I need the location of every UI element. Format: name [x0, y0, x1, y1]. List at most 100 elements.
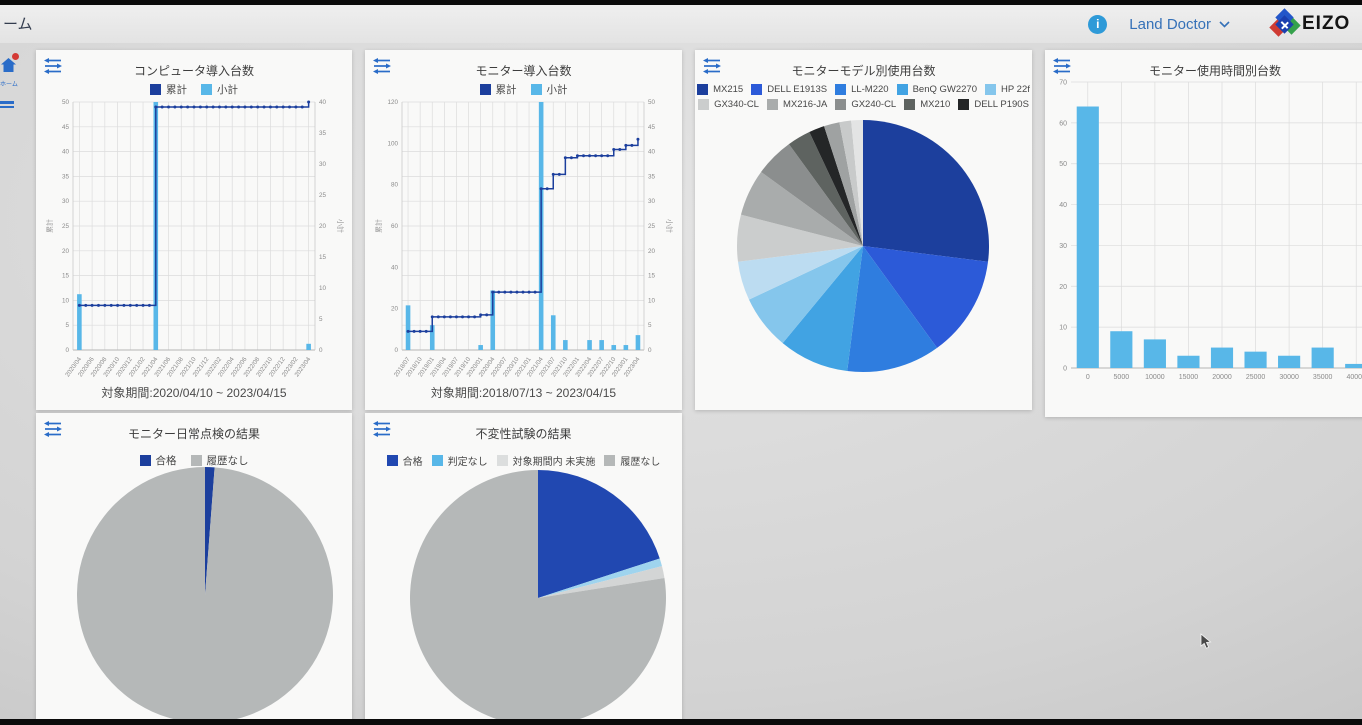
legend-item[interactable]: BenQ GW2270 [896, 84, 977, 95]
legend-item[interactable]: 小計 [530, 82, 568, 97]
legend-label: 判定なし [447, 457, 488, 468]
legend-swatch [904, 99, 916, 110]
svg-text:50: 50 [648, 99, 656, 106]
sidebar: ホーム [0, 43, 32, 719]
chart-canvas [737, 120, 989, 372]
svg-text:40: 40 [648, 149, 656, 156]
legend-item[interactable]: 累計 [479, 82, 517, 97]
screen: ーム i Land Doctor EIZO [0, 5, 1362, 719]
legend-item[interactable]: 合格 [139, 453, 177, 468]
chart-canvas: 0 5 10 15 20 25 30 35 40 45 50 0 5 10 15 20 25 30 35 40 累計 小計… [45, 99, 345, 378]
svg-text:80: 80 [391, 182, 399, 189]
chart-canvas: 0 10 20 30 40 50 60 70 0 5000 10000 15000 20000 25000… [1059, 80, 1362, 381]
svg-text:40: 40 [62, 149, 70, 156]
svg-text:40: 40 [1059, 202, 1067, 209]
legend-item[interactable]: 履歴なし [190, 453, 249, 468]
svg-text:30: 30 [1059, 243, 1067, 250]
svg-text:0: 0 [648, 347, 652, 354]
account-menu[interactable]: Land Doctor [1129, 16, 1230, 33]
svg-text:100: 100 [387, 140, 398, 147]
legend-swatch [150, 84, 161, 95]
list-icon [0, 101, 32, 108]
legend-swatch [751, 84, 763, 95]
svg-text:0: 0 [394, 347, 398, 354]
legend-item[interactable]: MX210 [904, 99, 950, 110]
legend-item[interactable]: MX215 [697, 84, 743, 95]
svg-text:5: 5 [319, 316, 323, 323]
chart-legend: MX215 DELL E1913S LL-M220 BenQ GW2270 HP 22f… [695, 84, 1032, 110]
chart-canvas [77, 467, 333, 719]
legend-item[interactable]: MX216-JA [766, 99, 827, 110]
chart-card-constancy-test: 不変性試験の結果 合格 判定なし 対象期間内 未実施 履歴なし [365, 413, 682, 719]
legend-swatch [201, 84, 212, 95]
notification-badge [12, 53, 19, 60]
legend-item[interactable]: 合格 [386, 453, 423, 468]
sidebar-item-home-label: ホーム [0, 82, 18, 88]
legend-item[interactable]: 累計 [150, 82, 187, 97]
sidebar-item-list[interactable] [0, 99, 32, 110]
svg-text:10: 10 [319, 285, 327, 292]
legend-item[interactable]: 対象期間内 未実施 [496, 453, 595, 468]
filter-icon[interactable] [373, 421, 391, 437]
filter-icon[interactable] [703, 58, 721, 74]
legend-label: 小計 [546, 84, 568, 96]
filter-icon[interactable] [373, 58, 391, 74]
legend-swatch [190, 455, 202, 466]
legend-item[interactable]: GX340-CL [698, 99, 759, 110]
svg-text:60: 60 [391, 223, 399, 230]
account-label: Land Doctor [1129, 15, 1211, 33]
svg-text:20: 20 [1059, 284, 1067, 291]
chart-period: 対象期間:2018/07/13 ~ 2023/04/15 [430, 386, 617, 400]
chart-legend: 累計 小計 [36, 82, 352, 97]
svg-text:30: 30 [648, 198, 656, 205]
legend-swatch [835, 99, 847, 110]
svg-text:15000: 15000 [1179, 374, 1199, 381]
filter-icon[interactable] [1053, 58, 1071, 74]
svg-text:10: 10 [648, 297, 656, 304]
chart-legend: 合格 判定なし 対象期間内 未実施 履歴なし [365, 453, 682, 468]
chart-title: モニターモデル別使用台数 [791, 64, 936, 78]
legend-swatch [479, 84, 491, 95]
svg-text:15: 15 [319, 254, 327, 261]
topbar-right: i Land Doctor EIZO [1088, 5, 1362, 43]
sidebar-item-home[interactable]: ホーム [0, 53, 32, 88]
bezel-bottom [0, 719, 1362, 725]
chart-period: 対象期間:2020/04/10 ~ 2023/04/15 [101, 386, 287, 400]
chart-title: コンピュータ導入台数 [133, 64, 254, 78]
chart-legend: 合格 履歴なし [36, 453, 352, 468]
info-icon[interactable]: i [1088, 14, 1108, 34]
svg-text:累計: 累計 [45, 219, 54, 233]
svg-text:35: 35 [62, 173, 70, 180]
filter-icon[interactable] [44, 421, 62, 437]
filter-icon[interactable] [44, 58, 62, 74]
legend-item[interactable]: HP 22f [985, 84, 1030, 95]
legend-item[interactable]: 判定なし [431, 453, 488, 468]
legend-item[interactable]: 小計 [201, 82, 238, 97]
bezel-top [0, 0, 1362, 5]
legend-item[interactable]: DELL P190S [958, 99, 1029, 110]
svg-text:25: 25 [62, 223, 70, 230]
svg-text:40: 40 [391, 264, 399, 271]
legend-item[interactable]: LL-M220 [835, 84, 889, 95]
legend-item[interactable]: GX240-CL [835, 99, 896, 110]
svg-text:5: 5 [648, 322, 652, 329]
legend-label: GX240-CL [851, 99, 897, 110]
legend-item[interactable]: DELL E1913S [751, 84, 827, 95]
svg-text:30: 30 [62, 198, 70, 205]
legend-swatch [835, 84, 847, 95]
legend-swatch [958, 99, 970, 110]
svg-text:30000: 30000 [1279, 374, 1299, 381]
chart-title: 不変性試験の結果 [475, 427, 572, 441]
svg-text:20: 20 [319, 223, 327, 230]
chart-canvas [410, 470, 666, 719]
svg-text:60: 60 [1059, 120, 1067, 127]
legend-swatch [386, 455, 398, 466]
legend-item[interactable]: 履歴なし [604, 453, 660, 468]
svg-text:25: 25 [648, 223, 656, 230]
legend-label: BenQ GW2270 [912, 84, 977, 95]
legend-label: HP 22f [1001, 84, 1030, 95]
legend-label: MX210 [920, 99, 951, 110]
svg-text:0: 0 [1063, 366, 1067, 373]
legend-swatch [985, 84, 996, 95]
svg-text:累計: 累計 [374, 219, 383, 233]
